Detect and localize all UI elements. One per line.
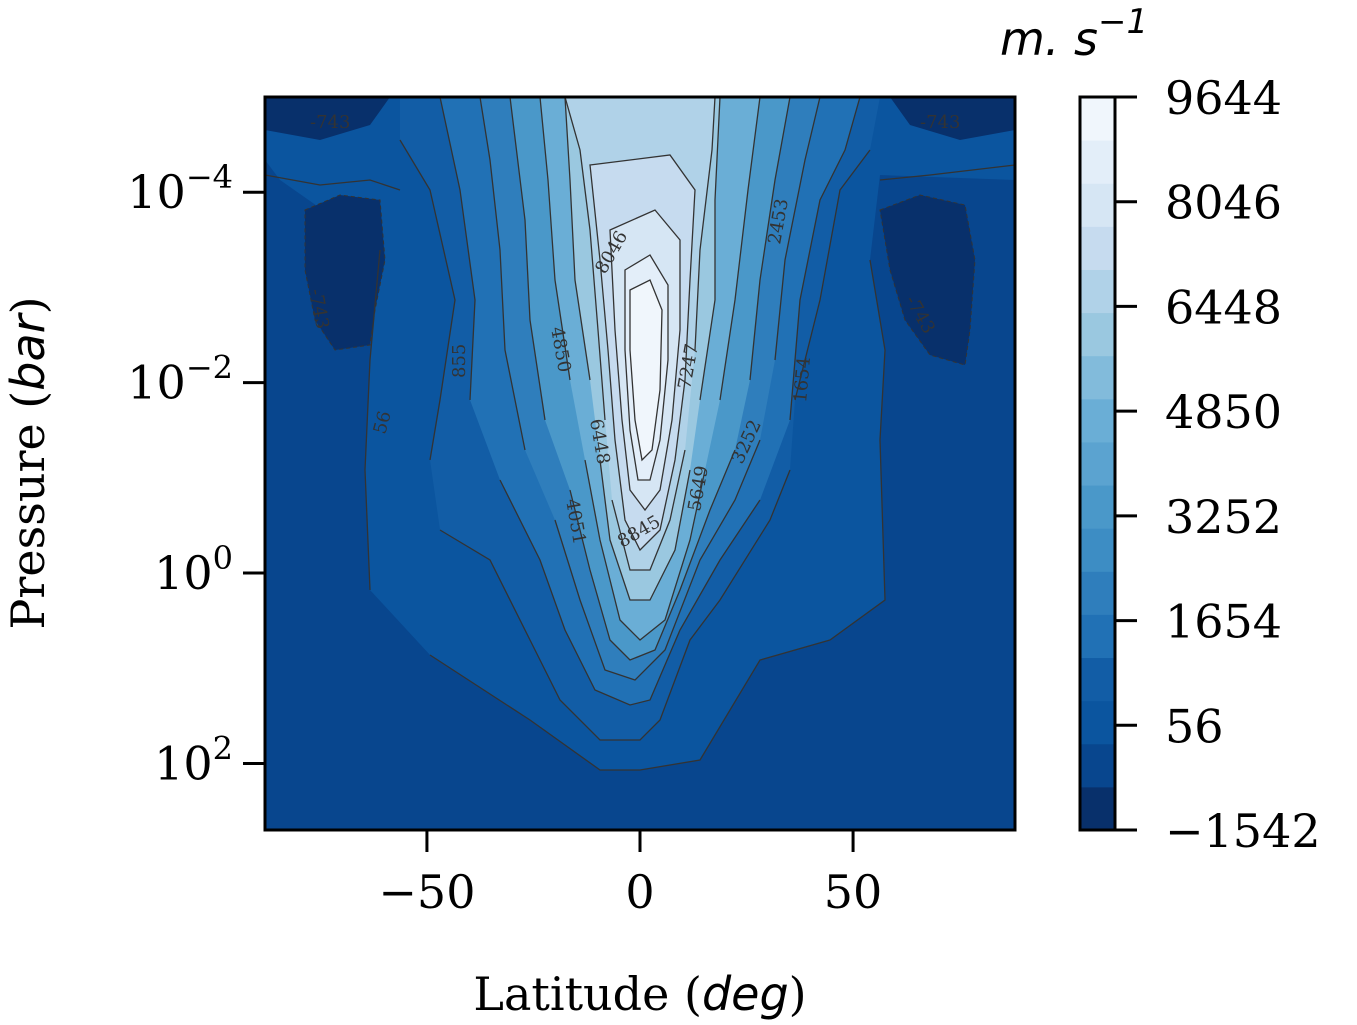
colorbar-segment [1080, 140, 1115, 184]
colorbar-segment [1080, 700, 1115, 745]
contour-line-upper-right [879, 164, 1015, 181]
colorbar-tick-label: 1654 [1165, 595, 1282, 649]
colorbar-tick-label: 9644 [1165, 71, 1282, 125]
colorbar-segment [1080, 528, 1115, 572]
contour-band-neg-right [879, 194, 976, 366]
colorbar-segment [1080, 743, 1115, 788]
colorbar-tick-label: 6448 [1165, 280, 1282, 334]
colorbar-segment [1080, 226, 1115, 270]
x-tick-label: 50 [824, 865, 883, 919]
contour-line-855 [399, 139, 871, 741]
x-tick-label: 0 [625, 865, 654, 919]
x-tick-label: −50 [378, 865, 475, 919]
contour-line-56 [364, 249, 886, 771]
x-axis: −50 0 50 [378, 830, 882, 919]
contour-lines [265, 97, 1015, 771]
contour-band-neg-topright [890, 97, 1015, 140]
colorbar-segment [1080, 355, 1115, 400]
colorbar-segment [1080, 269, 1115, 314]
colorbar-segment [1080, 183, 1115, 227]
colorbar-segment [1080, 657, 1115, 702]
colorbar-title: m. s−1 [1000, 2, 1148, 66]
contour-line-upper-left [265, 174, 401, 191]
plot-area: -743 -743 -743 -743 56 855 1654 2453 325… [265, 97, 1015, 830]
colorbar-tick-label: 8046 [1165, 176, 1282, 230]
contour-label: 1654 [790, 356, 815, 403]
colorbar-segment [1080, 614, 1115, 659]
contour-line-3252 [509, 97, 791, 661]
colorbar-segment [1080, 312, 1115, 357]
colorbar-frame [1078, 95, 1117, 832]
contour-line-7247 [609, 209, 681, 512]
contour-line-2453 [479, 97, 821, 681]
colorbar-tick-label: 4850 [1165, 385, 1282, 439]
colorbar-segment [1080, 441, 1115, 486]
y-tick-label: 102 [154, 729, 233, 790]
y-axis-label: Pressure (bar) [1, 296, 55, 629]
colorbar-tick-label: 56 [1165, 699, 1224, 753]
contour-band-neg-topleft [265, 97, 390, 140]
contour-label: -743 [310, 112, 350, 133]
contour-line-5649 [564, 97, 716, 571]
colorbar-segment [1080, 485, 1115, 529]
colorbar-segment [1080, 571, 1115, 615]
y-tick-label: 100 [154, 539, 233, 600]
x-axis-label: Latitude (deg) [473, 967, 806, 1021]
contour-band-neg-left [304, 194, 386, 351]
y-axis: 10−4 10−2 100 102 [127, 158, 265, 790]
contour-line-1654 [439, 97, 861, 706]
y-tick-label: 10−4 [127, 158, 233, 219]
contour-line-4850 [564, 97, 721, 601]
colorbar-segment [1080, 97, 1115, 141]
contour-band-8845 [630, 280, 662, 460]
contour-line-6448 [589, 154, 696, 552]
contour-line-8845 [629, 279, 663, 462]
contour-label: 855 [449, 344, 470, 378]
contour-line-8046 [624, 254, 669, 481]
contour-label: -743 [920, 112, 960, 133]
colorbar-tick-label: −1542 [1165, 804, 1321, 858]
colorbar-segment [1080, 786, 1115, 831]
colorbar: −1542 56 1654 3252 4850 6448 8046 9644 [1078, 71, 1321, 858]
y-tick-label: 10−2 [127, 349, 233, 410]
colorbar-tick-label: 3252 [1165, 490, 1282, 544]
contour-line-4051 [539, 97, 761, 641]
colorbar-segment [1080, 398, 1115, 443]
